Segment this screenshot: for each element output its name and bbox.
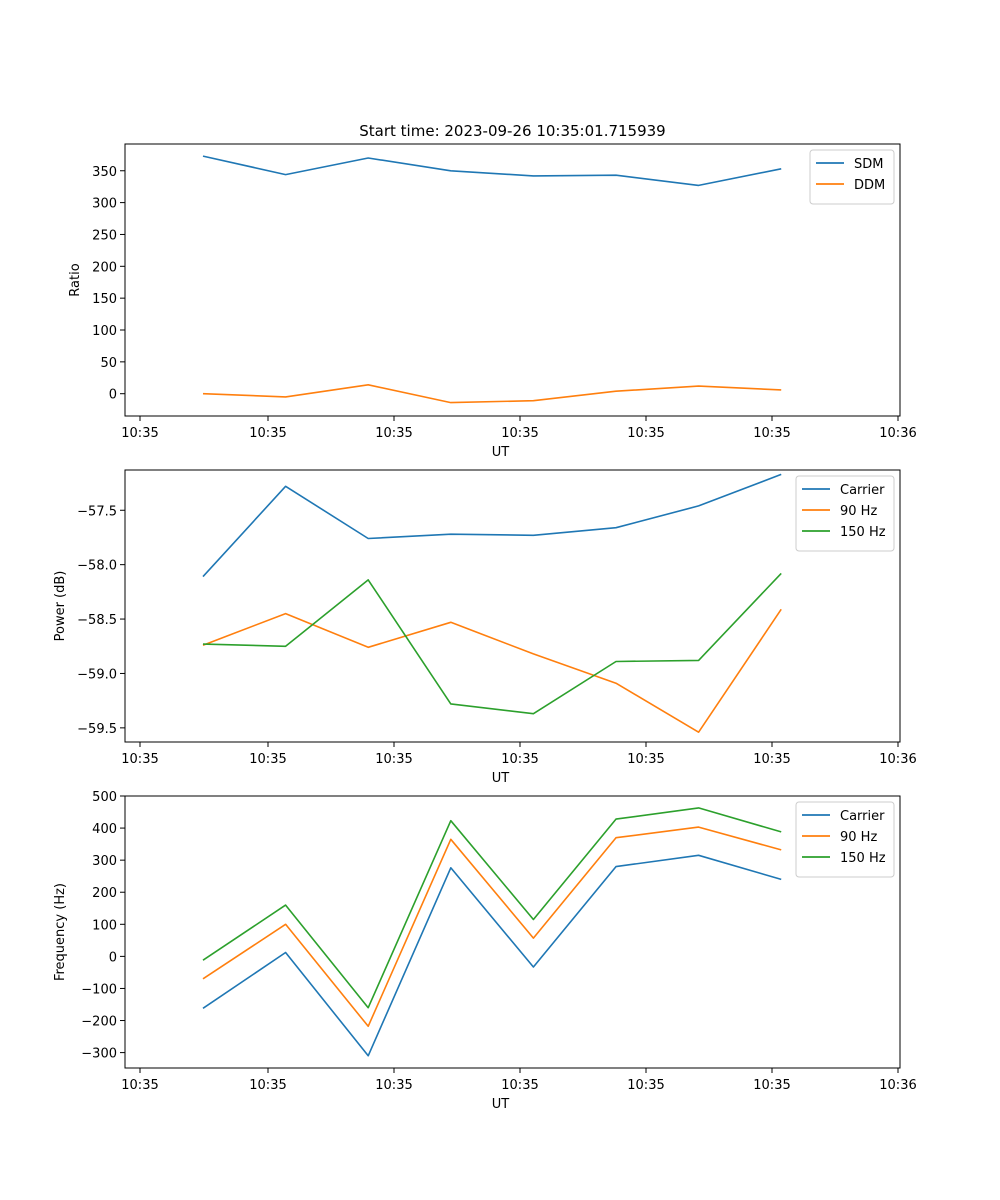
axes-frame [124,143,901,417]
series-line-ddm [202,383,782,404]
y-tick-label: −59.5 [77,722,117,737]
x-tick-label: 10:35 [627,426,664,441]
axes-frame [124,795,901,1069]
legend-label: Carrier [840,483,885,498]
y-tick-label: 400 [92,822,117,837]
y-tick-label: 250 [92,228,117,243]
series-line-carrier [202,854,782,1057]
y-tick-label: −300 [81,1047,117,1062]
y-tick-label: 300 [92,197,117,212]
x-tick-label: 10:35 [627,1078,664,1093]
legend-label: Carrier [840,809,885,824]
y-axis-label: Ratio [68,263,83,296]
series-line-carrier [202,473,782,578]
legend: Carrier 90 Hz 150 Hz [795,475,895,552]
x-tick-label: 10:36 [879,1078,916,1093]
series-line-150-hz [202,572,782,715]
series-line-150-hz [202,807,782,1009]
x-axis-label: UT [492,771,510,786]
subplot-1: Start time: 2023-09-26 10:35:01.715939 10… [68,122,917,460]
x-tick-label: 10:35 [501,426,538,441]
x-tick-label: 10:35 [121,1078,158,1093]
y-tick-label: 350 [92,165,117,180]
series-line-90-hz [202,608,782,734]
legend-label: 90 Hz [840,504,877,519]
legend-label: 90 Hz [840,830,877,845]
legend-box [795,801,895,878]
y-tick-label: 100 [92,324,117,339]
y-tick-label: 100 [92,918,117,933]
y-tick-label: 0 [109,950,117,965]
legend-label: 150 Hz [840,851,886,866]
y-axis-label: Power (dB) [53,571,68,642]
y-tick-label: −100 [81,982,117,997]
x-tick-label: 10:35 [249,752,286,767]
series-line-90-hz [202,826,782,1028]
y-tick-label: −200 [81,1015,117,1030]
legend-label: SDM [854,157,883,172]
legend-box [795,475,895,552]
x-tick-label: 10:35 [627,752,664,767]
x-tick-label: 10:36 [879,752,916,767]
y-tick-label: −57.5 [77,504,117,519]
x-tick-label: 10:35 [375,752,412,767]
x-tick-label: 10:35 [249,426,286,441]
x-tick-label: 10:35 [501,1078,538,1093]
subplot-2: 10:35 10:35 10:35 10:35 10:35 10:35 10:36 UT −57… [53,469,917,786]
legend: Carrier 90 Hz 150 Hz [795,801,895,878]
x-tick-label: 10:35 [249,1078,286,1093]
legend-label: DDM [854,178,885,193]
chart-title: Start time: 2023-09-26 10:35:01.715939 [359,122,665,140]
y-axis-label: Frequency (Hz) [53,883,68,981]
x-tick-label: 10:35 [753,1078,790,1093]
x-tick-label: 10:35 [375,1078,412,1093]
y-tick-label: 150 [92,292,117,307]
x-tick-label: 10:35 [121,426,158,441]
y-tick-label: 50 [100,356,117,371]
y-tick-label: 500 [92,790,117,805]
axes-frame [124,469,901,743]
x-tick-label: 10:36 [879,426,916,441]
y-tick-label: −58.0 [77,559,117,574]
series-line-sdm [202,155,782,187]
y-tick-label: 0 [109,388,117,403]
x-tick-label: 10:35 [753,752,790,767]
y-tick-label: −58.5 [77,613,117,628]
x-tick-label: 10:35 [375,426,412,441]
x-tick-label: 10:35 [753,426,790,441]
legend: SDM DDM [809,149,895,205]
y-tick-label: 200 [92,260,117,275]
x-tick-label: 10:35 [121,752,158,767]
legend-label: 150 Hz [840,525,886,540]
y-tick-label: −59.0 [77,667,117,682]
x-tick-label: 10:35 [501,752,538,767]
x-axis-label: UT [492,445,510,460]
y-tick-label: 300 [92,854,117,869]
x-axis-label: UT [492,1097,510,1112]
y-tick-label: 200 [92,886,117,901]
subplot-3: 10:35 10:35 10:35 10:35 10:35 10:35 10:36 UT −30… [53,790,917,1112]
